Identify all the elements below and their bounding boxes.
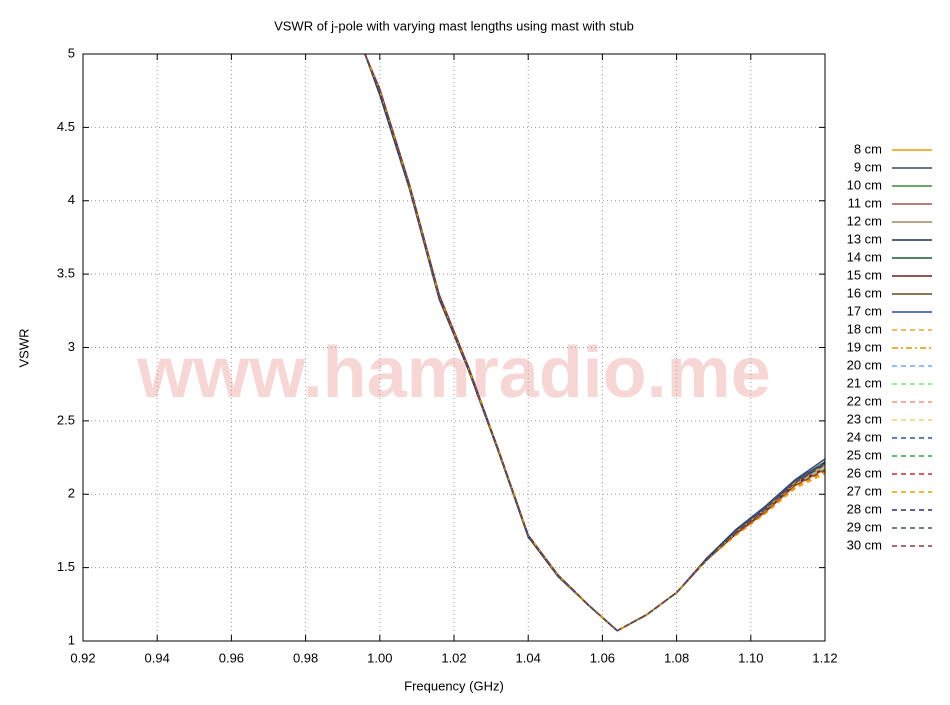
legend-label: 20 cm bbox=[847, 357, 882, 372]
legend-label: 15 cm bbox=[847, 267, 882, 282]
x-axis-label: Frequency (GHz) bbox=[404, 678, 504, 693]
legend-label: 22 cm bbox=[847, 393, 882, 408]
y-tick-label: 3.5 bbox=[57, 266, 75, 281]
legend-label: 28 cm bbox=[847, 501, 882, 516]
x-tick-label: 1.02 bbox=[441, 650, 466, 665]
legend-label: 12 cm bbox=[847, 213, 882, 228]
x-tick-label: 1.08 bbox=[664, 650, 689, 665]
legend-label: 30 cm bbox=[847, 537, 882, 552]
chart-title: VSWR of j-pole with varying mast lengths… bbox=[274, 18, 634, 33]
y-tick-label: 4 bbox=[68, 192, 75, 207]
x-tick-label: 1.04 bbox=[516, 650, 541, 665]
legend-label: 27 cm bbox=[847, 483, 882, 498]
watermark: www.hamradio.me bbox=[136, 333, 770, 413]
x-tick-label: 1.06 bbox=[590, 650, 615, 665]
legend-label: 16 cm bbox=[847, 285, 882, 300]
legend-label: 24 cm bbox=[847, 429, 882, 444]
y-tick-label: 3 bbox=[68, 339, 75, 354]
legend-label: 11 cm bbox=[848, 195, 882, 210]
series-line bbox=[364, 54, 825, 632]
x-tick-label: 0.98 bbox=[293, 650, 318, 665]
legend-label: 23 cm bbox=[847, 411, 882, 426]
legend-label: 18 cm bbox=[847, 321, 882, 336]
x-tick-label: 0.96 bbox=[219, 650, 244, 665]
x-tick-label: 1.00 bbox=[367, 650, 392, 665]
legend-label: 29 cm bbox=[847, 519, 882, 534]
y-tick-label: 2 bbox=[68, 486, 75, 501]
x-tick-label: 1.10 bbox=[738, 650, 763, 665]
legend-label: 13 cm bbox=[847, 231, 882, 246]
legend-label: 21 cm bbox=[847, 375, 882, 390]
legend-label: 10 cm bbox=[847, 177, 882, 192]
legend-label: 8 cm bbox=[854, 141, 882, 156]
legend-label: 19 cm bbox=[847, 339, 882, 354]
x-tick-label: 1.12 bbox=[812, 650, 837, 665]
legend-label: 9 cm bbox=[854, 159, 882, 174]
y-tick-label: 2.5 bbox=[57, 412, 75, 427]
legend-label: 26 cm bbox=[847, 465, 882, 480]
y-axis-label: VSWR bbox=[16, 329, 31, 368]
legend-label: 17 cm bbox=[847, 303, 882, 318]
y-tick-label: 4.5 bbox=[57, 119, 75, 134]
x-tick-label: 0.92 bbox=[70, 650, 95, 665]
x-tick-label: 0.94 bbox=[145, 650, 170, 665]
y-tick-label: 5 bbox=[68, 45, 75, 60]
legend-label: 14 cm bbox=[847, 249, 882, 264]
series-line bbox=[364, 54, 825, 632]
legend-label: 25 cm bbox=[847, 447, 882, 462]
y-tick-label: 1 bbox=[68, 632, 75, 647]
y-tick-label: 1.5 bbox=[57, 559, 75, 574]
